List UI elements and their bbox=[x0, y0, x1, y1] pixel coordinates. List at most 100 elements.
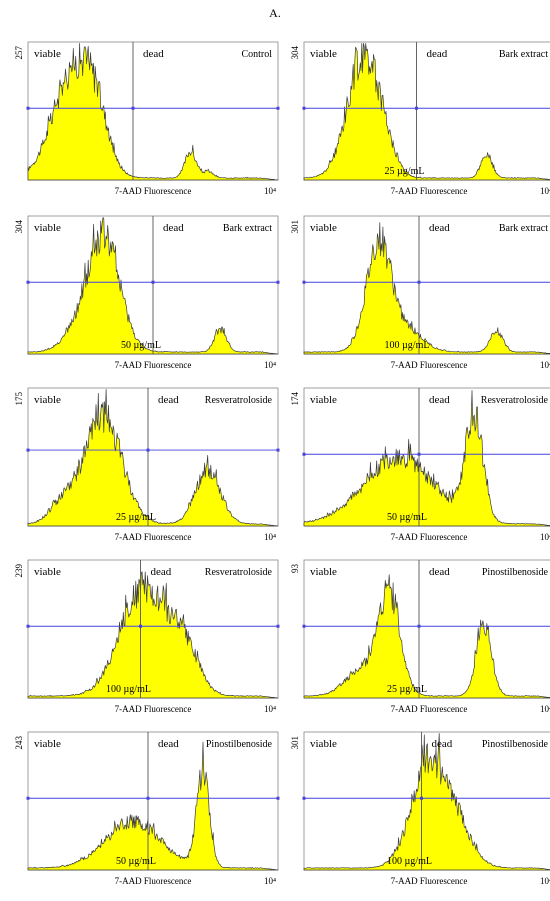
x-axis-label: 7-AAD Fluorescence bbox=[391, 186, 468, 196]
concentration-label: 100 µg/mL bbox=[106, 684, 151, 695]
histogram-svg: viable dead Pinostilbenoside 25 µg/mL 7-AAD … bbox=[290, 559, 550, 714]
plot-frame bbox=[303, 215, 550, 355]
histogram-area bbox=[303, 733, 550, 871]
histogram-svg: viable dead Pinostilbenoside 100 µg/mL 7-AAD… bbox=[290, 731, 550, 886]
panel-title: Bark extract bbox=[223, 223, 272, 234]
histogram-panel: viable dead Resveratroloside 100 µg/mL 7-AAD… bbox=[8, 550, 280, 720]
x-axis-max-tick: 10⁴ bbox=[264, 186, 276, 196]
gate-label-viable: viable bbox=[310, 48, 337, 60]
concentration-label: 25 µg/mL bbox=[116, 512, 156, 523]
x-axis-label: 7-AAD Fluorescence bbox=[115, 360, 192, 370]
histogram-svg: viable dead Pinostilbenoside 50 µg/mL 7-AAD … bbox=[14, 731, 280, 886]
histogram-area bbox=[27, 389, 279, 527]
x-axis-label: 7-AAD Fluorescence bbox=[115, 532, 192, 542]
histogram-svg: viable dead Bark extract 25 µg/mL 7-AAD Fluo… bbox=[290, 41, 550, 196]
gate-label-viable: viable bbox=[310, 222, 337, 234]
x-axis-label: 7-AAD Fluorescence bbox=[115, 704, 192, 714]
y-axis-max-tick: 243 bbox=[14, 736, 24, 750]
marker-handle bbox=[276, 624, 280, 628]
gate-label-viable: viable bbox=[310, 566, 337, 578]
x-axis-max-tick: 10⁴ bbox=[540, 704, 550, 714]
marker-handle bbox=[276, 280, 280, 284]
panel-title: Resveratroloside bbox=[205, 395, 273, 406]
histogram-area bbox=[303, 43, 550, 181]
gate-label-dead: dead bbox=[429, 394, 450, 406]
histogram-panel: viable dead Resveratroloside 50 µg/mL 7-AAD … bbox=[284, 378, 550, 548]
marker-handle bbox=[26, 280, 30, 284]
gate-label-dead: dead bbox=[163, 222, 184, 234]
histogram-svg: viable dead Bark extract 50 µg/mL 7-AAD Fluo… bbox=[14, 215, 280, 370]
x-axis-max-tick: 10⁴ bbox=[540, 532, 550, 542]
gate-label-viable: viable bbox=[310, 394, 337, 406]
x-axis-label: 7-AAD Fluorescence bbox=[115, 186, 192, 196]
gate-label-dead: dead bbox=[429, 222, 450, 234]
marker-handle bbox=[146, 796, 150, 800]
x-axis-label: 7-AAD Fluorescence bbox=[391, 876, 468, 886]
marker-handle bbox=[151, 280, 155, 284]
concentration-label: 50 µg/mL bbox=[116, 856, 156, 867]
histogram-svg: viable dead Resveratroloside 50 µg/mL 7-AAD … bbox=[290, 387, 550, 542]
marker-handle bbox=[131, 106, 135, 110]
marker-handle bbox=[276, 448, 280, 452]
concentration-label: 100 µg/mL bbox=[385, 340, 430, 351]
y-axis-max-tick: 93 bbox=[290, 564, 300, 574]
histogram-panel: viable dead Control 7-AAD Fluorescence 10⁴ 25… bbox=[8, 32, 280, 202]
marker-handle bbox=[302, 452, 306, 456]
x-axis-max-tick: 10⁴ bbox=[264, 876, 276, 886]
x-axis-max-tick: 10⁴ bbox=[264, 532, 276, 542]
gate-label-dead: dead bbox=[158, 738, 179, 750]
y-axis-max-tick: 257 bbox=[14, 46, 24, 60]
panel-title: Pinostilbenoside bbox=[206, 739, 273, 750]
marker-handle bbox=[420, 796, 423, 800]
histogram-panel: viable dead Bark extract 50 µg/mL 7-AAD Fluo… bbox=[8, 206, 280, 376]
marker-handle bbox=[26, 624, 30, 628]
gate-label-viable: viable bbox=[34, 48, 61, 60]
histogram-svg: viable dead Bark extract 100 µg/mL 7-AAD Flu… bbox=[290, 215, 550, 370]
marker-handle bbox=[26, 796, 30, 800]
histogram-area bbox=[27, 741, 279, 871]
y-axis-max-tick: 174 bbox=[290, 392, 300, 406]
x-axis-max-tick: 10⁴ bbox=[540, 876, 550, 886]
marker-handle bbox=[26, 448, 30, 452]
panel-title: Bark extract bbox=[499, 223, 548, 234]
gate-label-viable: viable bbox=[34, 394, 61, 406]
x-axis-max-tick: 10⁴ bbox=[540, 360, 550, 370]
y-axis-max-tick: 239 bbox=[14, 564, 24, 578]
y-axis-max-tick: 301 bbox=[290, 736, 300, 750]
plot-frame bbox=[303, 559, 550, 699]
marker-handle bbox=[417, 280, 421, 284]
panel-title: Pinostilbenoside bbox=[482, 567, 549, 578]
concentration-label: 25 µg/mL bbox=[387, 684, 427, 695]
gate-label-viable: viable bbox=[34, 566, 61, 578]
histogram-area bbox=[303, 222, 550, 355]
gate-label-viable: viable bbox=[34, 738, 61, 750]
marker-handle bbox=[302, 796, 306, 800]
y-axis-max-tick: 304 bbox=[290, 46, 300, 60]
histogram-panel: viable dead Bark extract 25 µg/mL 7-AAD Fluo… bbox=[284, 32, 550, 202]
histogram-panel: viable dead Pinostilbenoside 25 µg/mL 7-AAD … bbox=[284, 550, 550, 720]
marker-handle bbox=[417, 624, 421, 628]
panel-title: Pinostilbenoside bbox=[482, 739, 549, 750]
x-axis-label: 7-AAD Fluorescence bbox=[391, 532, 468, 542]
concentration-label: 50 µg/mL bbox=[387, 512, 427, 523]
marker-handle bbox=[415, 106, 418, 110]
marker-handle bbox=[302, 280, 306, 284]
marker-handle bbox=[417, 452, 421, 456]
histogram-panel: viable dead Resveratroloside 25 µg/mL 7-AAD … bbox=[8, 378, 280, 548]
gate-label-viable: viable bbox=[34, 222, 61, 234]
marker-handle bbox=[302, 624, 306, 628]
marker-handle bbox=[26, 106, 30, 110]
x-axis-label: 7-AAD Fluorescence bbox=[391, 704, 468, 714]
histogram-svg: viable dead Control 7-AAD Fluorescence 10⁴ 25… bbox=[14, 41, 280, 196]
panel-title: Bark extract bbox=[499, 49, 548, 60]
x-axis-max-tick: 10⁴ bbox=[264, 704, 276, 714]
concentration-label: 25 µg/mL bbox=[385, 166, 425, 177]
histogram-svg: viable dead Resveratroloside 100 µg/mL 7-AAD… bbox=[14, 559, 280, 714]
panel-title: Resveratroloside bbox=[205, 567, 273, 578]
gate-label-dead: dead bbox=[151, 566, 172, 578]
gate-label-viable: viable bbox=[310, 738, 337, 750]
histogram-area bbox=[303, 390, 550, 527]
figure-title: A. bbox=[269, 6, 281, 20]
gate-label-dead: dead bbox=[429, 566, 450, 578]
marker-handle bbox=[276, 796, 280, 800]
